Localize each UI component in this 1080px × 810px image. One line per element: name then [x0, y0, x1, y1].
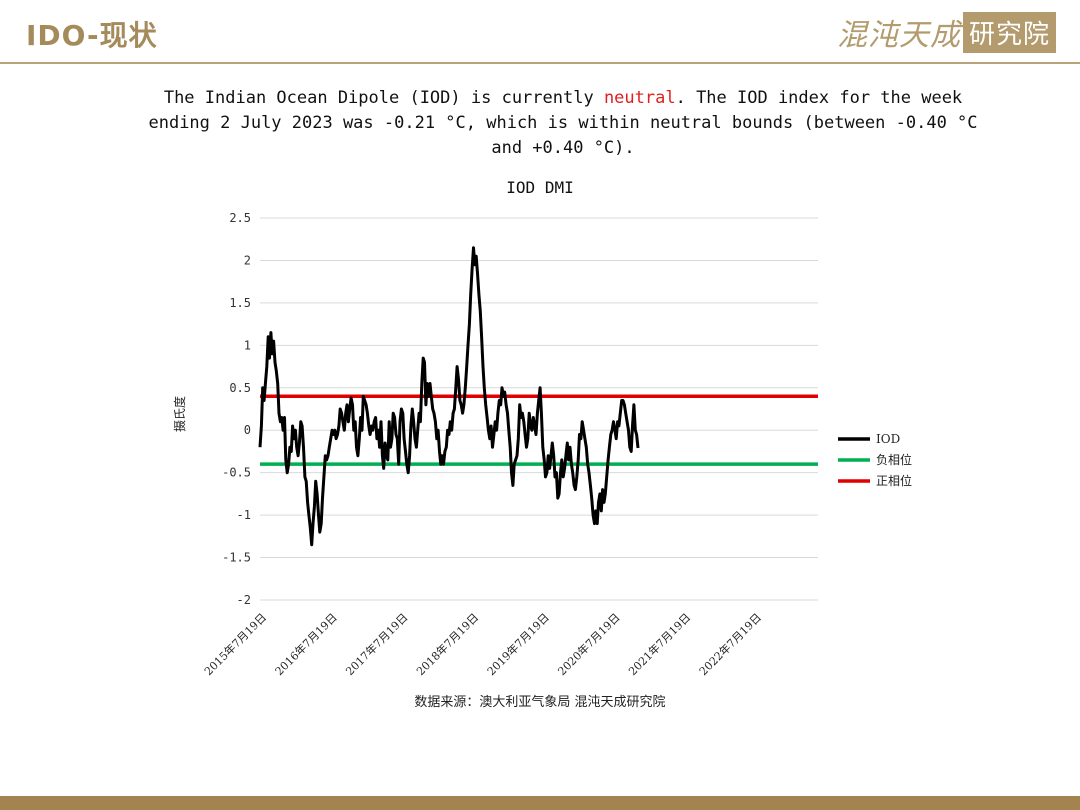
x-tick-label: 2018年7月19日 — [413, 610, 481, 678]
x-tick-label: 2016年7月19日 — [272, 610, 340, 678]
x-tick-label: 2017年7月19日 — [343, 610, 411, 678]
y-axis-label: 摄氏度 — [172, 396, 187, 432]
series-layer — [258, 246, 818, 547]
source-caption: 数据来源：澳大利亚气象局 混沌天成研究院 — [414, 694, 665, 710]
x-axis-ticks: 2015年7月19日 2016年7月19日 2017年7月19日 2018年7月19日… — [201, 610, 764, 678]
description-part-2: . The IOD index for the week ending 2 Ju… — [148, 88, 978, 158]
legend-item-negative-phase: 负相位 — [838, 452, 912, 467]
x-tick-label: 2015年7月19日 — [201, 610, 269, 678]
brand-logo-script: 混沌天成 — [836, 18, 961, 53]
header-divider — [0, 62, 1080, 64]
footer-band — [0, 796, 1080, 810]
y-tick-label: -1.5 — [222, 551, 251, 565]
y-tick-label: 2.5 — [229, 211, 251, 225]
legend-label: 负相位 — [876, 452, 912, 467]
y-tick-label: 2 — [244, 253, 251, 267]
y-tick-label: -1 — [237, 508, 251, 522]
legend-label: 正相位 — [876, 473, 912, 488]
legend-label: IOD — [876, 432, 900, 446]
y-tick-label: 0.5 — [229, 381, 251, 395]
y-axis-ticks: 2.5 2 1.5 1 0.5 0 -0.5 -1 -1.5 -2 — [222, 211, 251, 607]
legend-item-positive-phase: 正相位 — [838, 473, 912, 488]
y-tick-label: 0 — [244, 423, 251, 437]
x-tick-label: 2019年7月19日 — [484, 610, 552, 678]
chart-title: IOD DMI — [506, 178, 573, 197]
description-part-1: The Indian Ocean Dipole (IOD) is current… — [163, 88, 604, 108]
brand-logo: 混沌天成 研究院 — [836, 11, 1056, 53]
brand-logo-box: 研究院 — [962, 11, 1056, 53]
y-tick-label: -0.5 — [222, 466, 251, 480]
y-tick-label: 1 — [244, 338, 251, 352]
y-tick-label: -2 — [237, 593, 251, 607]
legend-item-iod: IOD — [838, 432, 900, 446]
page-title: IDO-现状 — [26, 19, 158, 52]
x-tick-label: 2021年7月19日 — [625, 610, 693, 678]
y-tick-label: 1.5 — [229, 296, 251, 310]
neutral-highlight: neutral — [603, 88, 676, 108]
iod-series-line — [258, 246, 640, 547]
x-tick-label: 2022年7月19日 — [696, 610, 764, 678]
description-text: The Indian Ocean Dipole (IOD) is current… — [140, 86, 986, 161]
x-tick-label: 2020年7月19日 — [555, 610, 623, 678]
